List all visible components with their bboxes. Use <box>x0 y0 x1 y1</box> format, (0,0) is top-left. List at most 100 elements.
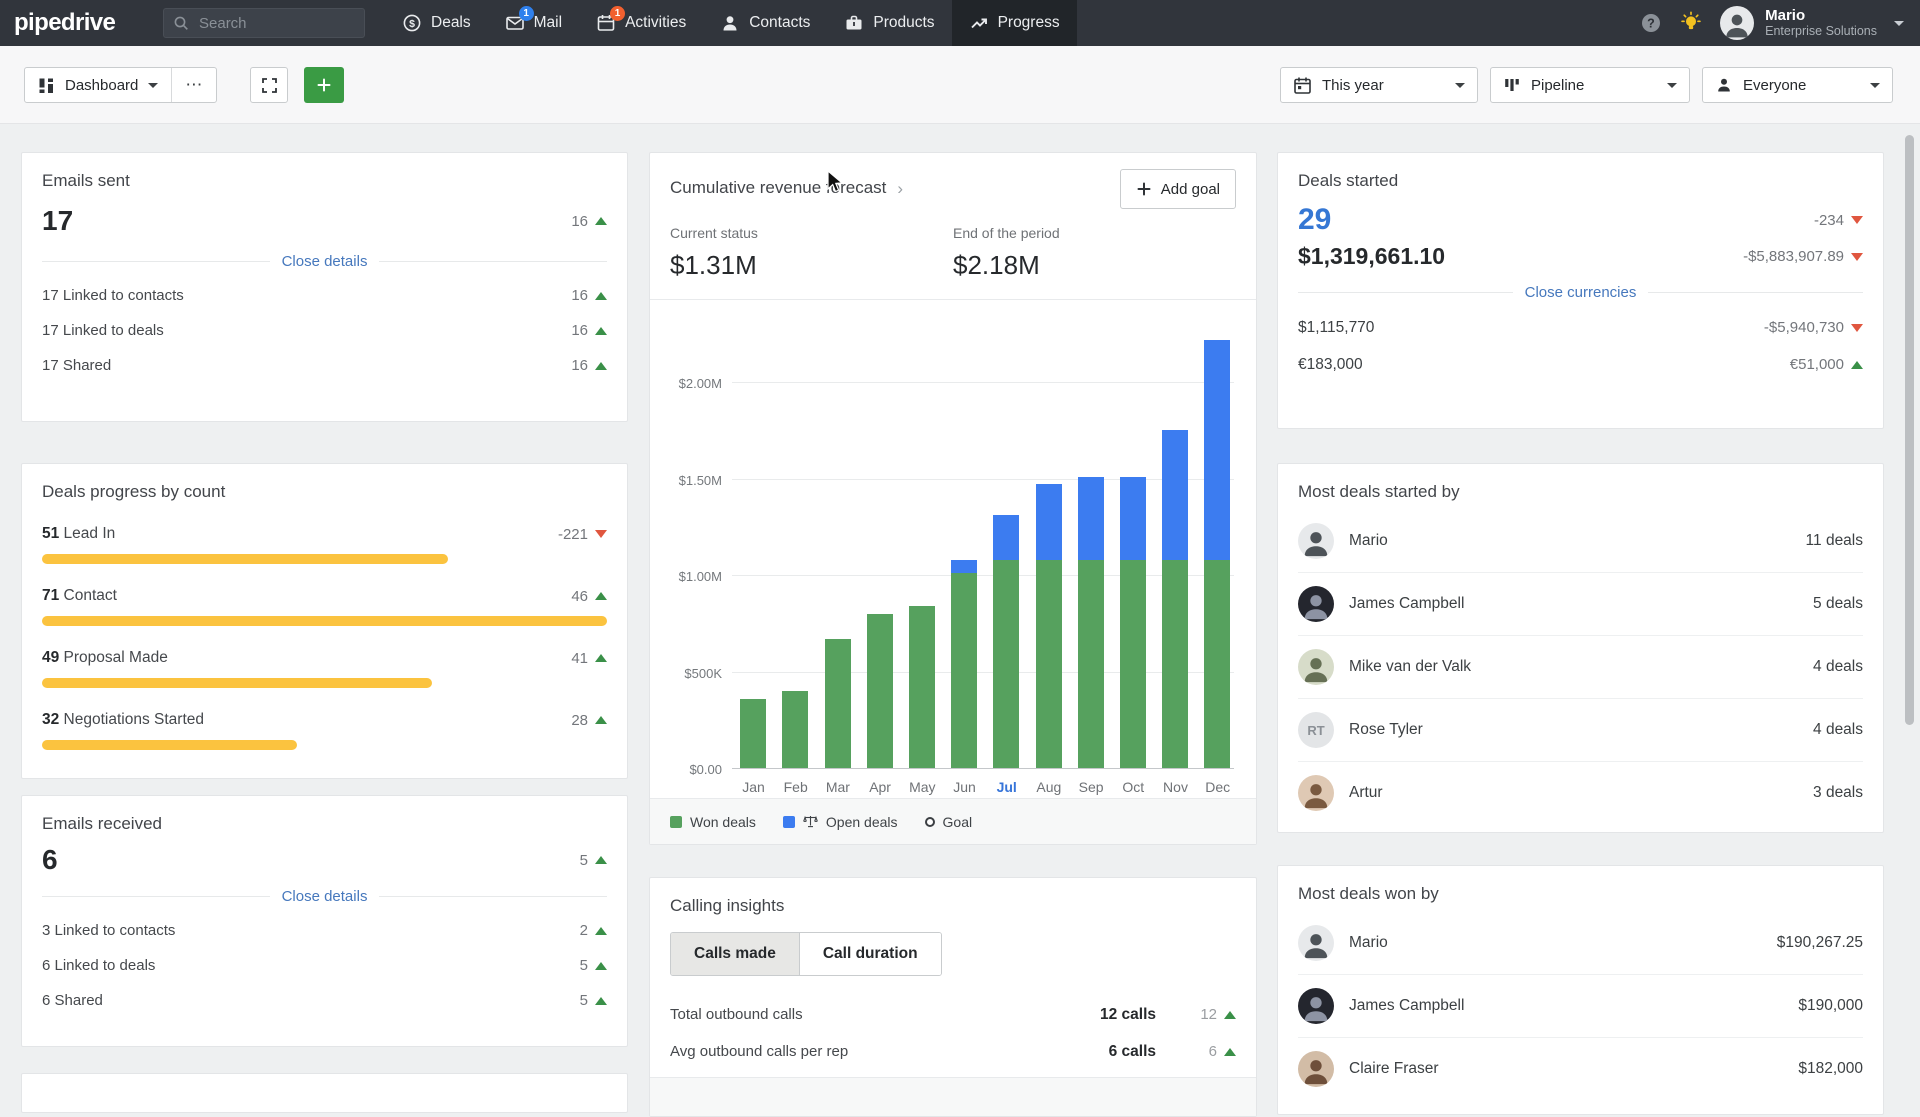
delta-up: 2 <box>580 922 607 939</box>
chart-bar-aug[interactable] <box>1036 484 1062 768</box>
delta-down: -221 <box>558 526 607 543</box>
chart-bar-mar[interactable] <box>825 639 851 768</box>
delta-up: 5 <box>580 852 607 869</box>
nav-item-mail[interactable]: 1Mail <box>488 0 579 46</box>
help-icon[interactable]: ? <box>1640 12 1662 34</box>
close-details-link[interactable]: Close details <box>282 888 368 905</box>
chart-bar-sep[interactable] <box>1078 477 1104 768</box>
chart-bar-may[interactable] <box>909 606 935 768</box>
lightbulb-icon[interactable] <box>1679 11 1703 35</box>
stat-row: 6 Linked to deals5 <box>42 948 607 983</box>
scrollbar-thumb[interactable] <box>1905 135 1914 725</box>
chart-legend: Won deals Open deals Goal <box>650 798 1256 844</box>
chart-bar-oct[interactable] <box>1120 477 1146 768</box>
delta-up: 46 <box>571 588 607 605</box>
add-goal-button[interactable]: Add goal <box>1120 169 1236 209</box>
pipedrive-logo: pipedrive <box>14 0 115 46</box>
more-button[interactable]: ⋯ <box>171 68 216 102</box>
won-deals-segment <box>993 560 1019 768</box>
won-deals-segment <box>740 699 766 768</box>
x-axis-tick: Jan <box>732 779 775 795</box>
card-title: Deals started <box>1298 171 1863 191</box>
person-row-mario[interactable]: Mario11 deals <box>1298 510 1863 572</box>
chart-bar-jul[interactable] <box>993 515 1019 768</box>
chart-bar-feb[interactable] <box>782 691 808 768</box>
end-of-period-label: End of the period <box>953 225 1236 241</box>
stat-row: 17 Linked to contacts16 <box>42 278 607 313</box>
user-name: Mario <box>1765 7 1877 24</box>
legend-item-goal[interactable]: Goal <box>925 814 973 830</box>
person-value: $190,267.25 <box>1777 934 1863 952</box>
nav-item-progress[interactable]: Progress <box>952 0 1077 46</box>
arrow-up-icon <box>595 997 607 1005</box>
person-row-rose-tyler[interactable]: RTRose Tyler4 deals <box>1298 698 1863 761</box>
nav-right: ? Mario Enterprise Solutions <box>1640 0 1904 46</box>
nav-item-products[interactable]: Products <box>827 0 951 46</box>
tab-call-duration[interactable]: Call duration <box>799 933 941 975</box>
fullscreen-button[interactable] <box>250 67 288 103</box>
x-axis-tick: Jun <box>943 779 986 795</box>
dashboard-selector[interactable]: Dashboard <box>25 68 171 102</box>
nav-item-contacts[interactable]: Contacts <box>703 0 827 46</box>
tab-calls-made[interactable]: Calls made <box>671 933 799 975</box>
user-menu[interactable]: Mario Enterprise Solutions <box>1720 6 1904 40</box>
stage-row: 71 Contact46 <box>42 587 607 605</box>
deals-progress-card: Deals progress by count 51 Lead In-22171… <box>21 463 628 779</box>
nav-item-label: Contacts <box>749 14 810 32</box>
x-axis-tick: Feb <box>774 779 817 795</box>
arrow-down-icon <box>595 530 607 538</box>
avatar: RT <box>1298 712 1334 748</box>
plus-icon <box>316 77 332 93</box>
person-row-james-campbell[interactable]: James Campbell$190,000 <box>1298 974 1863 1037</box>
arrow-up-icon <box>595 927 607 935</box>
person-row-mike-van-der-valk[interactable]: Mike van der Valk4 deals <box>1298 635 1863 698</box>
gridline <box>732 768 1234 769</box>
search-input[interactable] <box>197 14 351 33</box>
gridline <box>732 382 1234 383</box>
nav-item-activities[interactable]: 1Activities <box>579 0 703 46</box>
filter-pipeline[interactable]: Pipeline <box>1490 67 1690 103</box>
person-row-artur[interactable]: Artur3 deals <box>1298 761 1863 824</box>
calling-tabs: Calls madeCall duration <box>670 932 942 976</box>
nav-item-deals[interactable]: $Deals <box>385 0 488 46</box>
stat-label: 17 Shared <box>42 357 111 374</box>
card-title[interactable]: Cumulative revenue forecast › <box>670 178 903 198</box>
dashboard-toolbar: Dashboard ⋯ This year Pipeline Everyone <box>0 46 1920 124</box>
emails-received-card: Emails received 6 5 Close details 3 Link… <box>21 795 628 1047</box>
call-stat-value: 6 calls <box>1109 1043 1156 1061</box>
person-row-mario[interactable]: Mario$190,267.25 <box>1298 912 1863 974</box>
filter-everyone[interactable]: Everyone <box>1702 67 1893 103</box>
legend-item-open-deals[interactable]: Open deals <box>783 814 898 830</box>
chart-bar-nov[interactable] <box>1162 430 1188 768</box>
stat-label: 17 Linked to deals <box>42 322 164 339</box>
arrow-up-icon <box>1224 1011 1236 1019</box>
legend-item-won-deals[interactable]: Won deals <box>670 814 756 830</box>
chevron-down-icon <box>1455 83 1465 88</box>
deals-started-amount: $1,319,661.10 <box>1298 243 1445 270</box>
y-axis-tick: $1.00M <box>670 569 722 584</box>
stage-progress-bar <box>42 616 607 626</box>
ellipsis-icon: ⋯ <box>185 75 203 95</box>
person-name: Mario <box>1349 532 1806 550</box>
emails-sent-value: 17 <box>42 205 73 237</box>
dashboard-label: Dashboard <box>65 77 138 94</box>
won-deals-segment <box>1036 560 1062 768</box>
chart-bar-apr[interactable] <box>867 614 893 768</box>
add-dashboard-button[interactable] <box>304 67 344 103</box>
mail-icon: 1 <box>505 13 525 33</box>
gridline <box>732 672 1234 673</box>
person-row-claire-fraser[interactable]: Claire Fraser$182,000 <box>1298 1037 1863 1100</box>
open-deals-segment <box>1036 484 1062 559</box>
close-currencies-link[interactable]: Close currencies <box>1525 284 1637 301</box>
close-details-link[interactable]: Close details <box>282 253 368 270</box>
filter-this-year[interactable]: This year <box>1280 67 1478 103</box>
chart-bar-jan[interactable] <box>740 699 766 768</box>
chart-bar-jun[interactable] <box>951 560 977 768</box>
delta-up: 28 <box>571 712 607 729</box>
chevron-down-icon <box>148 83 158 88</box>
call-stat-value: 12 calls <box>1100 1006 1156 1024</box>
chart-bar-dec[interactable] <box>1204 340 1230 768</box>
search-box[interactable] <box>163 8 365 38</box>
person-value: $182,000 <box>1798 1060 1863 1078</box>
person-row-james-campbell[interactable]: James Campbell5 deals <box>1298 572 1863 635</box>
